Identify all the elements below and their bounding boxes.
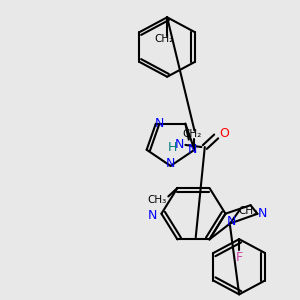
Text: N: N [148,209,157,222]
Text: N: N [166,157,175,170]
Text: CH₂: CH₂ [183,129,202,139]
Text: H: H [168,140,178,154]
Text: N: N [226,215,236,228]
Text: N: N [175,138,184,152]
Text: N: N [257,207,267,220]
Text: F: F [236,251,243,264]
Text: CH₃: CH₃ [239,206,258,216]
Text: N: N [154,117,164,130]
Text: CH₃: CH₃ [147,195,167,205]
Text: N: N [188,143,197,156]
Text: O: O [219,127,229,140]
Text: CH₂: CH₂ [154,34,173,44]
